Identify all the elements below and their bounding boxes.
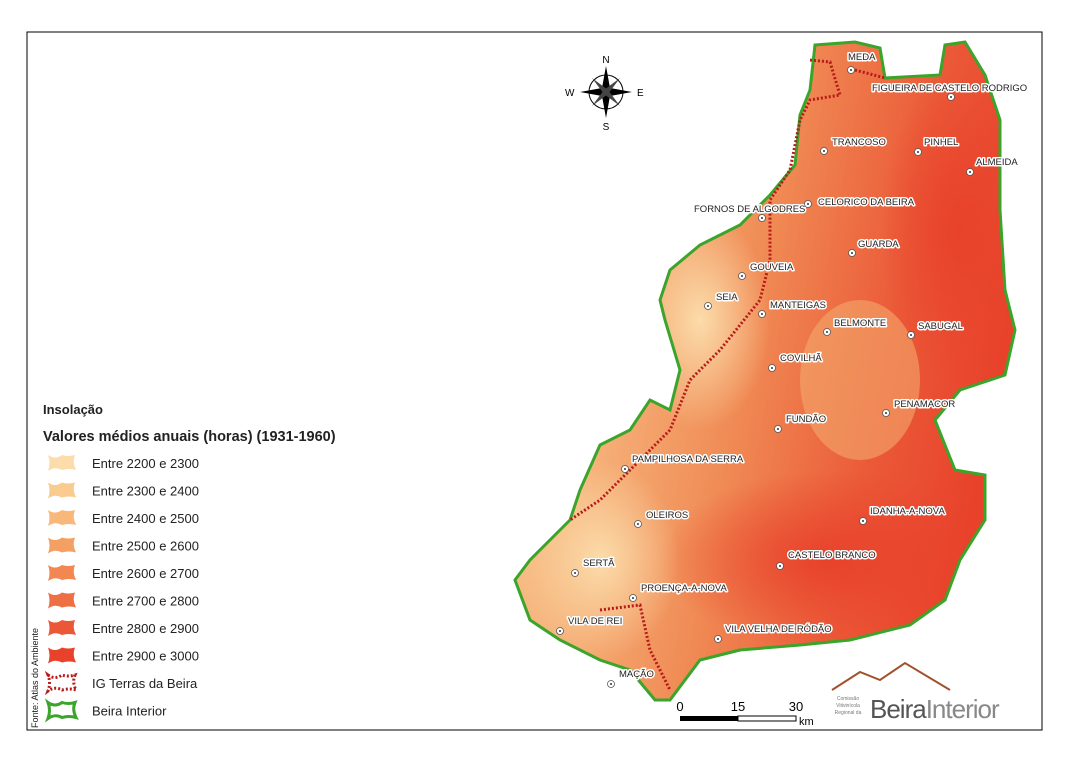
logo-name-1: Beira [870,694,927,724]
place-dot [717,638,719,640]
legend-swatch [48,482,76,499]
place-dot [779,565,781,567]
place-dot [862,520,864,522]
place-label: MANTEIGAS [770,300,826,311]
scale-tick: 15 [731,699,745,714]
legend-label: Entre 2200 e 2300 [92,456,199,471]
legend-title: Insolação [43,402,103,417]
insolation-surface [515,42,1015,700]
scale-tick: 30 [789,699,803,714]
scale-tick: 0 [676,699,683,714]
compass-n: N [602,55,609,66]
compass-e: E [637,88,644,99]
legend-label: Entre 2500 e 2600 [92,539,199,554]
scale-bar: 0 15 30 km [676,699,813,728]
place-dot [910,334,912,336]
place-label: MAÇÃO [619,669,654,680]
place-label: FUNDÃO [786,414,826,425]
compass-s: S [603,122,610,133]
legend-label: Entre 2400 e 2500 [92,511,199,526]
logo-small: Regional da [835,710,862,716]
place-label: FORNOS DE ALGODRES [694,204,805,215]
legend-label: Entre 2800 e 2900 [92,621,199,636]
place-label: SABUGAL [918,321,963,332]
place-dot [823,150,825,152]
place-label: TRANCOSO [832,137,886,148]
legend-swatch [48,647,76,664]
place-dot [969,171,971,173]
place-label: SEIA [716,292,738,303]
place-dot [917,151,919,153]
legend-subtitle: Valores médios anuais (horas) (1931-1960… [43,429,336,445]
place-dot [610,683,612,685]
logo-name-2: Interior [926,694,1000,724]
place-dot [574,572,576,574]
place-label: FIGUEIRA DE CASTELO RODRIGO [872,83,1027,94]
place-dot [826,331,828,333]
place-dot [771,367,773,369]
legend-swatch [48,592,76,609]
legend-label: IG Terras da Beira [92,676,198,691]
place-label: GUARDA [858,239,899,250]
frame [26,31,1043,731]
logo-name: BeiraInterior [870,694,1000,724]
place-label: SERTÃ [583,558,615,569]
place-label: IDANHA-A-NOVA [870,506,945,517]
place-dot [761,217,763,219]
place-dot [632,597,634,599]
place-dot [851,252,853,254]
legend-label: Entre 2600 e 2700 [92,566,199,581]
place-label: ALMEIDA [976,157,1018,168]
place-dot [761,313,763,315]
legend-label: Entre 2700 e 2800 [92,594,199,609]
legend-swatch [48,565,76,581]
logo-small: Comissão [837,696,859,702]
place-label: OLEIROS [646,510,688,521]
place-label: PINHEL [924,137,958,148]
ig-boundary [569,58,886,691]
legend-swatch [48,455,76,471]
logo-small: Vitivinícola [836,703,860,709]
place-label: VILA DE REI [568,616,622,627]
legend-label: Beira Interior [92,704,167,719]
source: Fonte: Atlas do Ambiente [30,628,40,728]
legend-swatch [44,698,79,723]
place-label: VILA VELHA DE RÓDÃO [725,624,832,635]
place-dot [885,412,887,414]
place-label: PENAMACOR [894,399,955,410]
compass-w: W [565,88,575,99]
place-dot [807,203,809,205]
legend-swatch [48,620,76,636]
legend-label: Entre 2300 e 2400 [92,484,199,499]
place-label: GOUVEIA [750,262,794,273]
place-label: CELORICO DA BEIRA [818,197,915,208]
place-label: PROENÇA-A-NOVA [641,583,728,594]
place-label: PAMPILHOSA DA SERRA [632,454,744,465]
place-dot [637,523,639,525]
place-dot [950,96,952,98]
place-label: BELMONTE [834,318,886,329]
place-label: CASTELO BRANCO [788,550,876,561]
place-label: MEDA [848,52,876,63]
place-dot [850,69,852,71]
legend-label: Entre 2900 e 3000 [92,649,199,664]
scale-unit: km [799,716,814,728]
place-label: COVILHÃ [780,353,822,364]
place-dot [777,428,779,430]
place-dot [707,305,709,307]
logo: Comissão Vitivinícola Regional da BeiraI… [831,661,1001,724]
place-dot [559,630,561,632]
legend-swatch [48,510,76,526]
compass: N S E W [565,55,644,133]
place-dot [624,468,626,470]
place-dot [741,275,743,277]
legend-swatch [48,537,76,554]
legend-swatch [44,670,79,696]
